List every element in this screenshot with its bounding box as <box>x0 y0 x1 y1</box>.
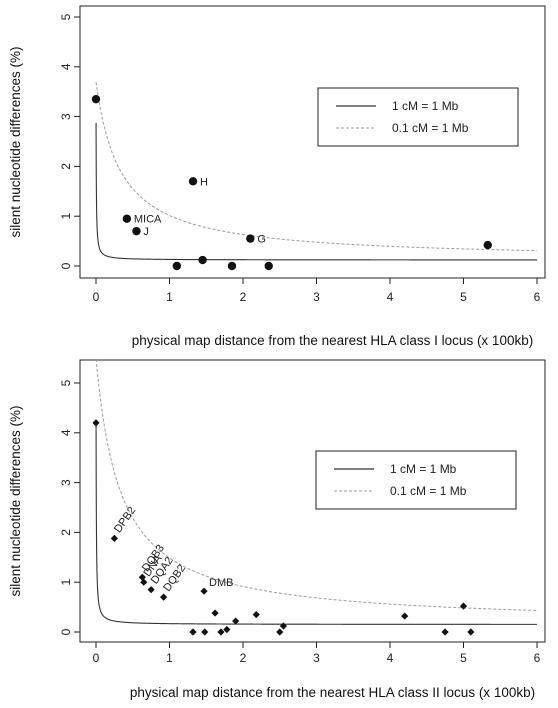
data-point <box>188 177 198 186</box>
data-point <box>172 261 182 271</box>
point-label: DMB <box>209 577 233 589</box>
x-tick-label: 6 <box>534 290 541 304</box>
x-tick-label: 4 <box>387 290 394 304</box>
x-tick-label: 1 <box>166 651 173 665</box>
data-point <box>264 261 273 271</box>
data-point <box>198 255 207 265</box>
x-tick-label: 5 <box>460 651 467 665</box>
data-point <box>279 622 288 630</box>
x-axis-label: physical map distance from the nearest H… <box>132 333 533 348</box>
y-tick-label: 0 <box>59 262 73 269</box>
data-point <box>252 610 260 619</box>
data-point <box>201 628 209 636</box>
y-tick-label: 5 <box>59 13 73 20</box>
data-point <box>232 617 240 625</box>
data-point <box>467 628 475 636</box>
data-point <box>276 628 284 636</box>
y-tick-label: 4 <box>59 63 73 70</box>
legend-label: 0.1 cM = 1 Mb <box>392 121 469 135</box>
legend-label: 0.1 cM = 1 Mb <box>390 484 467 498</box>
plot-frame <box>79 5 546 279</box>
data-point <box>211 609 219 617</box>
curve-dashed <box>95 82 538 252</box>
data-point <box>483 240 492 250</box>
x-tick-label: 3 <box>313 651 320 665</box>
legend-label: 1 cM = 1 Mb <box>390 462 457 476</box>
top-plot: 0 1 2 3 4 5 6 0 1 2 3 4 5 physical map distance from … <box>8 5 546 348</box>
curve-dashed <box>95 358 538 612</box>
x-tick-label: 5 <box>460 290 467 304</box>
x-tick-label: 3 <box>313 290 320 304</box>
y-tick-label: 0 <box>59 628 73 635</box>
y-tick-label: 1 <box>59 213 73 220</box>
y-tick-label: 3 <box>59 479 73 486</box>
data-point <box>401 612 409 620</box>
point-label: J <box>143 226 149 238</box>
data-point <box>92 419 100 427</box>
data-point <box>140 578 148 586</box>
x-tick-label: 0 <box>93 290 100 304</box>
y-axis-label: silent nucleotide differences (%) <box>8 46 23 237</box>
y-tick-label: 1 <box>59 579 73 586</box>
data-point <box>217 628 225 636</box>
x-tick-label: 2 <box>240 290 247 304</box>
data-point <box>122 214 132 223</box>
point-label: G <box>257 234 266 246</box>
data-point <box>200 587 208 595</box>
data-point <box>459 602 468 610</box>
plot-frame <box>79 359 546 643</box>
x-tick-label: 1 <box>166 290 173 304</box>
legend-box <box>315 450 517 510</box>
data-point <box>223 625 231 634</box>
x-tick-label: 2 <box>240 651 247 665</box>
bottom-plot: 0 1 2 3 4 5 6 0 1 2 3 4 5 physical map distance from … <box>8 358 546 700</box>
y-tick-label: 4 <box>59 429 73 436</box>
data-point <box>132 226 141 236</box>
y-tick-label: 3 <box>59 113 73 120</box>
data-point <box>91 94 101 104</box>
x-tick-label: 4 <box>387 651 394 665</box>
point-label: H <box>200 176 208 188</box>
legend-label: 1 cM = 1 Mb <box>392 99 459 113</box>
curve-solid <box>95 419 537 625</box>
legend-box <box>317 87 519 147</box>
data-point <box>189 628 197 636</box>
data-point <box>246 234 255 243</box>
point-label: MICA <box>134 214 162 226</box>
x-axis-label: physical map distance from the nearest H… <box>130 685 535 700</box>
data-point <box>227 261 237 271</box>
data-point <box>160 593 168 601</box>
data-point <box>441 628 449 636</box>
y-axis-label: silent nucleotide differences (%) <box>8 405 23 596</box>
x-tick-label: 6 <box>534 651 541 665</box>
y-tick-label: 5 <box>59 379 73 386</box>
y-tick-label: 2 <box>59 163 73 170</box>
y-tick-label: 2 <box>59 529 73 536</box>
data-point <box>110 534 118 542</box>
data-point <box>147 586 155 594</box>
x-tick-label: 0 <box>93 651 100 665</box>
